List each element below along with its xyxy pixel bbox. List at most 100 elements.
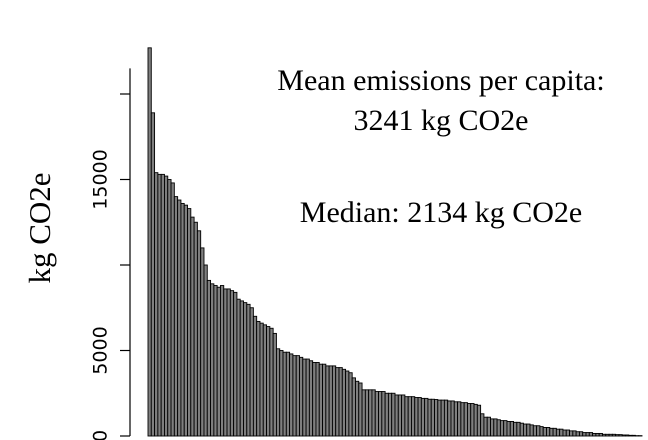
bar: [190, 216, 195, 437]
bar: [628, 434, 633, 437]
bar: [259, 322, 264, 437]
bar: [358, 382, 363, 437]
bar: [437, 399, 442, 437]
bar: [417, 397, 422, 437]
bar: [476, 404, 482, 437]
bar: [516, 421, 521, 437]
bar: [605, 433, 610, 437]
bar: [206, 279, 212, 437]
bar: [440, 399, 445, 437]
bar: [549, 427, 554, 437]
bar: [615, 434, 620, 437]
bar: [252, 315, 258, 437]
y-tick-label: 5000: [90, 326, 112, 374]
bar: [546, 427, 551, 437]
bar: [229, 290, 235, 437]
bar: [513, 421, 518, 437]
bar: [180, 202, 185, 437]
bar: [160, 173, 165, 437]
bar: [351, 377, 356, 437]
bar: [572, 430, 577, 437]
bar: [483, 416, 488, 437]
bar: [167, 179, 172, 437]
bar: [522, 423, 528, 437]
bar: [427, 398, 432, 437]
bar: [569, 430, 574, 437]
bar: [302, 358, 307, 437]
bar: [608, 433, 613, 437]
bar: [529, 424, 534, 437]
bar: [384, 392, 389, 437]
bar: [361, 389, 366, 437]
bar: [322, 363, 327, 437]
mean-annotation-line1: Mean emissions per capita:: [277, 64, 605, 97]
bar: [575, 431, 580, 437]
bar: [631, 434, 636, 437]
bar: [157, 173, 162, 437]
bar: [335, 367, 340, 437]
bar: [486, 416, 491, 437]
bar: [308, 360, 314, 437]
bar: [331, 365, 337, 437]
bar: [430, 398, 435, 437]
bar: [226, 288, 231, 437]
bar: [463, 402, 468, 437]
bar: [312, 362, 317, 437]
bar: [602, 433, 607, 437]
bar: [552, 427, 557, 437]
mean-annotation-line2: 3241 kg CO2e: [353, 104, 529, 137]
bar: [295, 355, 300, 437]
bar: [203, 264, 208, 437]
bar: [219, 285, 225, 437]
bar: [411, 396, 416, 437]
bar: [460, 402, 465, 437]
bar: [249, 307, 254, 437]
bar: [397, 394, 403, 437]
bar: [493, 418, 498, 437]
y-tick-label: 0: [90, 430, 112, 440]
bar: [420, 397, 426, 437]
bar: [177, 199, 182, 437]
bar: [279, 350, 284, 437]
bar: [532, 425, 538, 437]
bar: [173, 196, 179, 437]
bar: [233, 291, 238, 437]
bar: [467, 403, 472, 437]
bar: [305, 358, 310, 437]
median-annotation: Median: 2134 kg CO2e: [299, 196, 583, 229]
bar: [210, 283, 215, 437]
bar: [542, 427, 547, 437]
bar: [404, 396, 409, 437]
bar: [256, 320, 261, 437]
bar: [239, 300, 244, 437]
bar: [328, 365, 333, 437]
bar: [164, 175, 169, 437]
bar: [424, 397, 429, 437]
y-tick-label: 15000: [90, 149, 112, 209]
bar: [592, 432, 597, 437]
y-axis-ticks: 0 5000 15000: [90, 93, 130, 440]
bar: [503, 420, 508, 437]
bar: [447, 400, 452, 437]
bar: [536, 425, 541, 437]
y-axis-label-text: kg CO2e: [22, 172, 57, 284]
bar: [381, 391, 386, 437]
bar: [364, 389, 370, 437]
bar: [453, 401, 459, 437]
bar: [555, 428, 561, 437]
bar: [490, 418, 495, 437]
bar: [318, 363, 323, 437]
bar: [315, 362, 320, 437]
bar: [292, 355, 297, 437]
bar: [434, 399, 439, 437]
bar: [585, 432, 590, 437]
bar: [196, 230, 202, 437]
bar: [348, 372, 353, 437]
bar: [246, 303, 251, 437]
bar: [578, 431, 584, 437]
bar: [170, 182, 175, 437]
bar: [216, 286, 221, 437]
bar: [473, 403, 478, 437]
bar: [588, 432, 594, 437]
